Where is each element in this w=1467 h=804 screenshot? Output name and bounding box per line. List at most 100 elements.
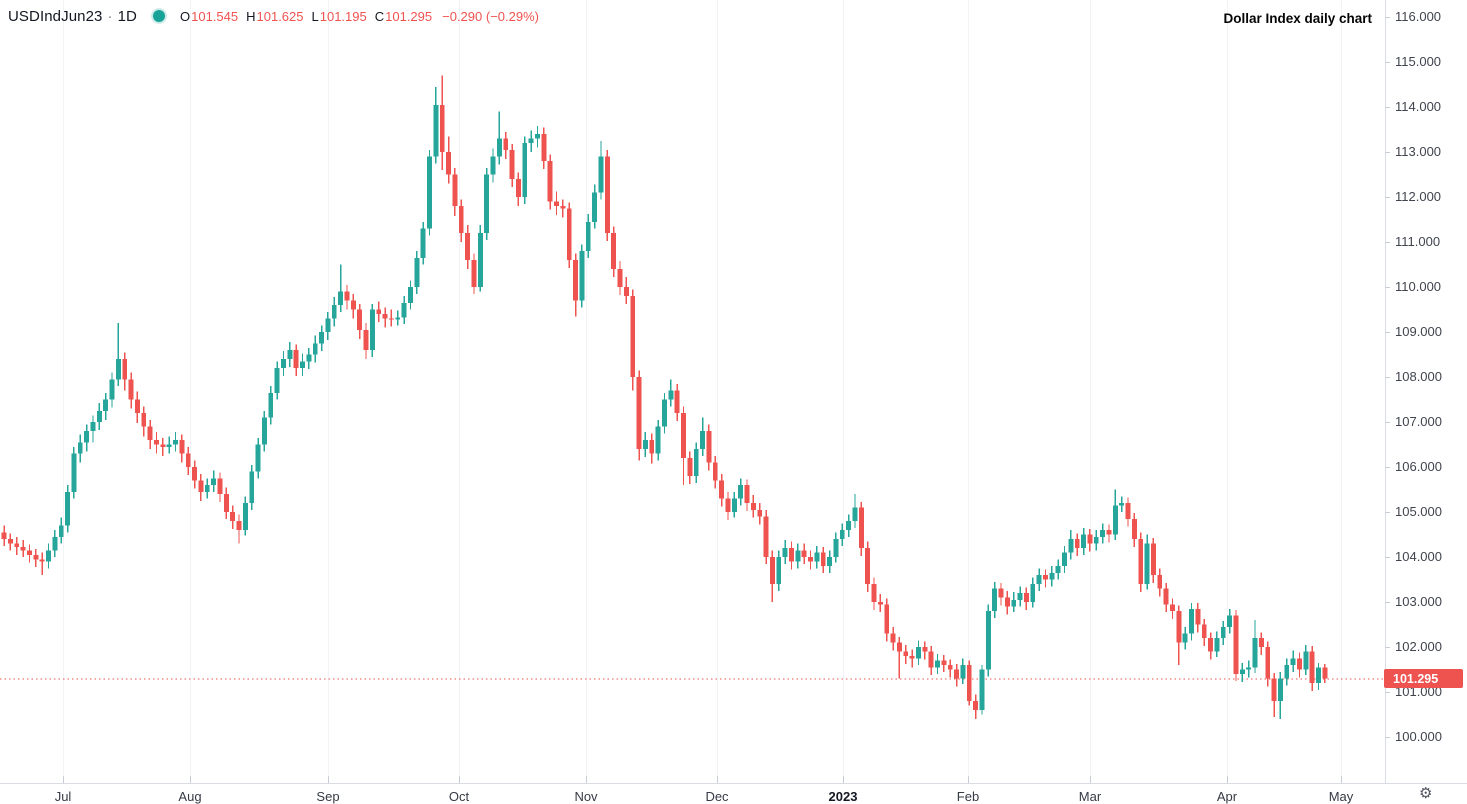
candle-body bbox=[90, 422, 96, 431]
candle-body bbox=[141, 413, 147, 427]
axis-settings-gear-icon[interactable]: ⚙ bbox=[1419, 785, 1433, 802]
candle-body bbox=[433, 104, 439, 157]
candle-body bbox=[922, 647, 928, 652]
candle-body bbox=[1062, 552, 1067, 566]
candle-body bbox=[1265, 647, 1271, 679]
candle-wick bbox=[390, 309, 393, 327]
candle-body bbox=[668, 390, 674, 400]
candle-body bbox=[338, 291, 344, 305]
candle-body bbox=[77, 442, 83, 454]
candle-body bbox=[281, 359, 286, 368]
time-axis[interactable]: Jul Aug Sep Oct Nov Dec 2023 Feb Mar Apr May bbox=[0, 784, 1467, 804]
candle-body bbox=[306, 354, 312, 362]
candle-body bbox=[744, 485, 750, 503]
candle-body bbox=[731, 498, 737, 512]
timeframe-label[interactable]: 1D bbox=[117, 7, 137, 25]
candle-body bbox=[535, 134, 540, 139]
candle-body bbox=[446, 152, 451, 175]
candle-body bbox=[1131, 518, 1137, 539]
candle-body bbox=[896, 642, 902, 652]
candle-body bbox=[960, 665, 966, 679]
candle-body bbox=[865, 548, 871, 584]
candle-body bbox=[236, 521, 242, 530]
candle-body bbox=[1208, 638, 1213, 652]
candle-body bbox=[757, 509, 763, 517]
price-axis-label: 108.000 bbox=[1395, 369, 1442, 384]
candle-body bbox=[496, 138, 502, 157]
candle-body bbox=[1112, 505, 1118, 535]
instrument-logo-dot-icon bbox=[152, 10, 165, 22]
candle-body bbox=[681, 413, 686, 458]
candle-body bbox=[674, 390, 680, 413]
candle-body bbox=[14, 543, 20, 548]
symbol-separator: · bbox=[107, 7, 113, 25]
candle-body bbox=[1309, 651, 1315, 683]
candle-body bbox=[166, 444, 172, 447]
change-readout: −0.290 (−0.29%) bbox=[442, 8, 539, 24]
candle-body bbox=[515, 179, 521, 197]
candle-body bbox=[255, 444, 261, 472]
price-axis-label: 104.000 bbox=[1395, 549, 1442, 564]
candle-body bbox=[973, 701, 979, 710]
candle-body bbox=[274, 368, 280, 393]
price-axis-label: 114.000 bbox=[1395, 99, 1442, 114]
candle-body bbox=[1017, 593, 1023, 600]
candle-body bbox=[649, 440, 655, 454]
candle-body bbox=[846, 521, 852, 530]
candle-body bbox=[547, 161, 553, 202]
candle-body bbox=[198, 480, 204, 492]
candle-body bbox=[560, 206, 566, 209]
time-axis-label: Nov bbox=[574, 789, 598, 804]
candle-body bbox=[1011, 599, 1017, 607]
candle-body bbox=[217, 478, 223, 494]
candle-body bbox=[858, 507, 864, 548]
candle-body bbox=[1252, 638, 1258, 668]
candle-body bbox=[954, 669, 959, 679]
candle-body bbox=[1, 532, 7, 539]
candle-body bbox=[223, 494, 229, 512]
candle-body bbox=[623, 287, 629, 296]
price-axis-label: 115.000 bbox=[1395, 54, 1442, 69]
candle-body bbox=[1303, 651, 1309, 670]
time-axis-label: Feb bbox=[956, 789, 980, 804]
symbol-title[interactable]: USDIndJun23 · 1D bbox=[8, 8, 137, 25]
candle-body bbox=[427, 156, 432, 229]
candle-body bbox=[484, 174, 490, 233]
candle-body bbox=[477, 233, 483, 287]
price-axis[interactable]: 116.000 115.000 114.000 113.000 112.000 111.0… bbox=[1386, 0, 1467, 783]
symbol-name[interactable]: USDIndJun23 bbox=[8, 7, 103, 25]
candle-body bbox=[388, 318, 394, 320]
candle-body bbox=[1316, 667, 1321, 683]
candle-body bbox=[509, 149, 515, 179]
candle-body bbox=[1093, 536, 1099, 544]
candle-body bbox=[1157, 575, 1163, 589]
candle-body bbox=[471, 260, 477, 287]
candle-body bbox=[776, 557, 782, 584]
candle-body bbox=[179, 440, 185, 454]
price-axis-label: 111.000 bbox=[1395, 234, 1441, 249]
candle-body bbox=[801, 550, 807, 557]
candle-body bbox=[84, 431, 90, 443]
ohlc-open: O 101.545 bbox=[179, 8, 239, 24]
candle-body bbox=[1233, 615, 1239, 674]
candle-body bbox=[1297, 658, 1302, 670]
candle-body bbox=[122, 359, 128, 380]
candle-body bbox=[687, 458, 693, 476]
time-axis-label: 2023 bbox=[828, 789, 858, 804]
candle-body bbox=[287, 350, 293, 359]
candle-body bbox=[128, 379, 134, 400]
candle-body bbox=[154, 440, 159, 445]
candle-body bbox=[382, 314, 388, 319]
candle-body bbox=[363, 329, 369, 350]
candle-body bbox=[1277, 678, 1283, 701]
candle-body bbox=[947, 665, 953, 670]
candle-body bbox=[71, 453, 77, 492]
candle-body bbox=[420, 228, 426, 258]
candle-body bbox=[1087, 534, 1093, 544]
candle-body bbox=[916, 647, 921, 659]
candle-body bbox=[192, 467, 197, 481]
candle-body bbox=[814, 552, 820, 562]
candle-body bbox=[1290, 658, 1296, 665]
